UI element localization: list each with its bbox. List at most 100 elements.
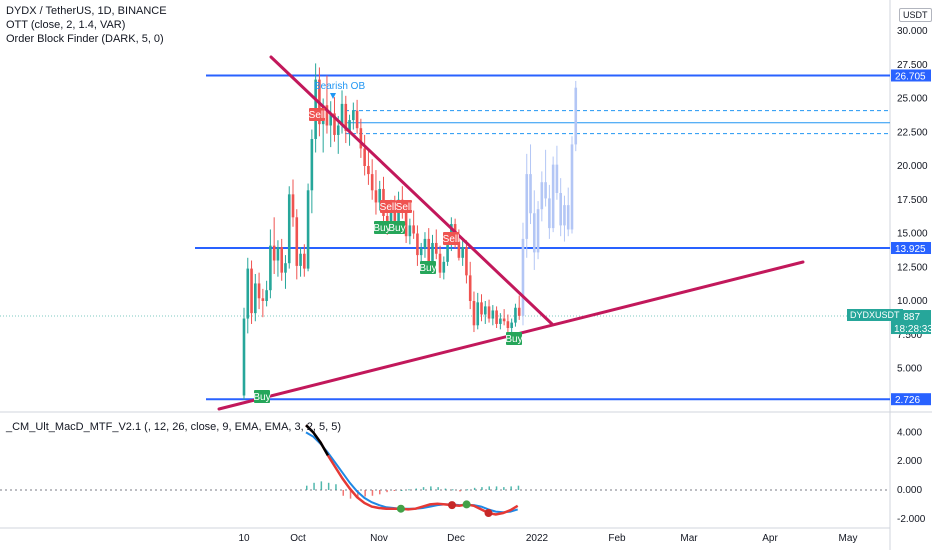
candle-body	[291, 194, 295, 218]
price-axis-label-bg	[891, 393, 931, 406]
candle	[359, 118, 363, 158]
candle-body	[250, 268, 253, 314]
price-tick-label: 17.500	[897, 195, 928, 206]
candle	[363, 134, 366, 176]
projection-candle	[544, 149, 547, 207]
candle-body	[529, 174, 532, 214]
histogram-bar	[342, 490, 344, 496]
candle-body	[559, 193, 562, 226]
candle-body	[563, 205, 566, 226]
candle-body	[404, 210, 408, 237]
candle	[329, 101, 333, 148]
buy-label: Buy	[373, 223, 390, 234]
candle-body	[408, 225, 412, 237]
candle-body	[287, 194, 291, 264]
histogram-bar	[408, 489, 410, 491]
projection-candle	[525, 153, 529, 258]
currency-label[interactable]: USDT	[899, 8, 932, 22]
buy-badge	[389, 221, 405, 234]
candle-body	[551, 164, 555, 229]
bearish-ob-marker	[330, 93, 336, 99]
buy-signal: Buy	[373, 221, 391, 234]
candle	[370, 159, 374, 200]
candle	[491, 305, 495, 326]
candle	[287, 186, 291, 269]
projection-candle	[566, 187, 570, 237]
candle-body	[495, 310, 498, 324]
candle-body	[483, 306, 487, 315]
macd-indicator-legend[interactable]: _CM_Ult_MacD_MTF_V2.1 (, 12, 26, close, …	[6, 421, 342, 433]
candle-body	[457, 241, 461, 258]
candle	[310, 129, 314, 214]
candle-body	[416, 233, 419, 256]
sell-label: Sell	[443, 234, 460, 245]
sell-signal: Sell	[309, 108, 325, 121]
price-axis-label: 13.925	[891, 242, 931, 255]
buy-label: Buy	[253, 392, 270, 403]
candle-body	[446, 244, 449, 262]
histogram-bar	[306, 485, 308, 490]
projection-candle	[555, 145, 559, 200]
time-tick-label: Nov	[370, 533, 388, 544]
candle-body	[370, 174, 374, 191]
candle	[333, 97, 336, 142]
candle	[438, 245, 442, 279]
candle	[434, 229, 438, 260]
candle-body	[265, 290, 268, 301]
price-tick-label: 20.000	[897, 161, 928, 172]
price-axis-label: 26.705	[891, 69, 931, 82]
projection-candle	[574, 80, 578, 152]
candle	[261, 288, 265, 318]
candle-body	[517, 307, 521, 316]
sell-badge	[443, 232, 459, 245]
candle-body	[499, 318, 502, 324]
histogram-bar	[517, 485, 520, 490]
candle	[257, 272, 261, 310]
time-tick-label: Oct	[290, 533, 306, 544]
histogram-bar	[327, 482, 330, 490]
candle-body	[336, 125, 340, 135]
candle	[514, 303, 517, 327]
ticker-badge: DYDXUSDT	[847, 309, 903, 321]
candle-body	[555, 164, 559, 193]
candle-body	[566, 205, 570, 230]
candle	[352, 102, 355, 130]
order-block-indicator-legend[interactable]: Order Block Finder (DARK, 5, 0)	[6, 33, 164, 45]
candle-body	[295, 217, 299, 266]
candle-body	[521, 238, 525, 316]
candle	[378, 180, 382, 211]
candle	[269, 229, 272, 299]
countdown-label: 18:28:33	[894, 324, 932, 335]
cross-dot	[484, 509, 493, 518]
projection-candle	[521, 222, 525, 326]
price-axis-label-text: 26.705	[895, 71, 926, 82]
projection-candle	[570, 136, 574, 234]
candle-body	[374, 190, 378, 203]
candle	[506, 314, 510, 333]
candle-body	[570, 144, 574, 230]
price-tick-label: 12.500	[897, 262, 928, 273]
histogram-bar	[488, 486, 490, 490]
candle-body	[329, 113, 333, 126]
candle-body	[344, 103, 348, 131]
ott-indicator-legend[interactable]: OTT (close, 2, 1.4, VAR)	[6, 19, 126, 31]
candle	[416, 225, 419, 266]
buy-badge	[420, 261, 436, 274]
histogram-bar	[459, 490, 461, 492]
candle	[476, 292, 480, 330]
candle	[254, 274, 257, 322]
histogram-bar	[313, 482, 315, 490]
candle-body	[548, 198, 551, 229]
histogram-bar	[386, 490, 388, 493]
projection-candle	[551, 156, 555, 233]
candle	[468, 261, 472, 310]
candle-body	[465, 247, 468, 276]
candle	[299, 247, 302, 277]
symbol-title[interactable]: DYDX / TetherUS, 1D, BINANCE	[6, 5, 167, 17]
candle	[367, 151, 370, 185]
candle-body	[427, 238, 431, 265]
candle-body	[431, 242, 434, 265]
price-axis-label-bg	[891, 69, 931, 82]
